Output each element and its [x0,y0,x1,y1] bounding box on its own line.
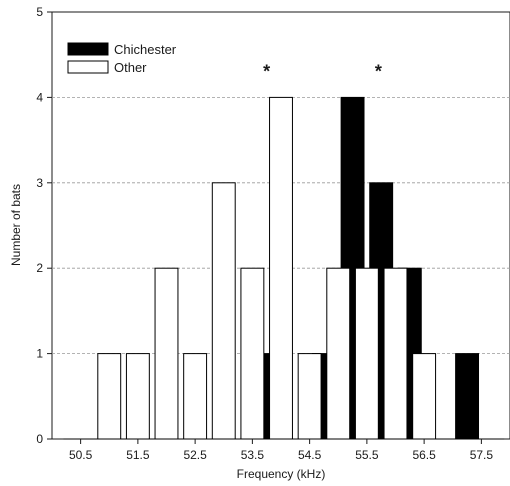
y-tick-label-5: 5 [36,5,43,19]
x-tick-label-2: 52.5 [183,448,207,462]
bar-other-10 [383,267,408,440]
x-tick-label-1: 51.5 [126,448,150,462]
x-tick-label-6: 56.5 [412,448,436,462]
axis-ticks: 50.5 51.5 52.5 53.5 54.5 55.5 56.5 57.5 0 1 2 3 4 5 [36,5,493,462]
y-tick-label-0: 0 [36,432,43,446]
legend-swatch-other [67,60,109,74]
y-tick-label-1: 1 [36,347,43,361]
bar-other-4 [211,182,236,440]
bar-other-11 [412,353,437,440]
x-tick-label-5: 55.5 [355,448,379,462]
y-axis-title: Number of bats [9,184,23,266]
significance-asterisk-1: * [375,62,382,82]
annotations: * * [263,62,382,82]
bar-other-2 [154,267,179,440]
y-tick-label-4: 4 [36,90,43,104]
bar-other-3 [183,353,208,440]
legend-label-chichester: Chichester [114,42,177,57]
bar-other-1 [125,353,150,440]
bar-chichester-5 [455,353,480,440]
bar-other-8 [326,267,351,440]
legend: Chichester Other [67,42,177,75]
bar-other-5 [240,267,265,440]
x-tick-label-7: 57.5 [470,448,494,462]
x-tick-label-4: 54.5 [298,448,322,462]
y-tick-label-3: 3 [36,176,43,190]
bar-other-7 [297,353,322,440]
legend-label-other: Other [114,60,147,75]
x-axis-title: Frequency (kHz) [237,467,326,481]
legend-swatch-chichester [67,42,109,56]
bar-other-0 [97,353,122,440]
significance-asterisk-0: * [263,62,270,82]
bar-other-9 [354,267,379,440]
bars [63,96,505,440]
bar-other-6 [269,96,293,440]
x-tick-label-0: 50.5 [69,448,93,462]
y-tick-label-2: 2 [36,261,43,275]
x-tick-label-3: 53.5 [241,448,265,462]
